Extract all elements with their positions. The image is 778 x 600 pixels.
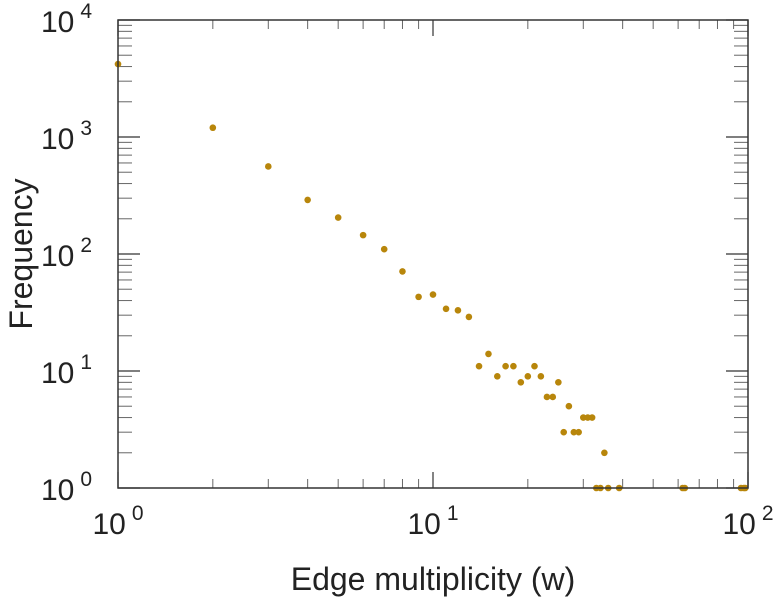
data-point xyxy=(442,305,450,313)
data-point xyxy=(555,379,562,386)
data-point xyxy=(485,350,492,358)
data-point xyxy=(502,362,509,370)
data-point xyxy=(510,362,517,370)
data-point xyxy=(549,393,557,401)
data-point xyxy=(304,196,311,204)
data-point xyxy=(209,124,217,132)
plot-frame xyxy=(117,19,749,489)
data-point xyxy=(524,373,532,380)
x-tick-labels: 10 0 10 1 10 2 xyxy=(92,502,773,541)
y-tick-label: 10 1 xyxy=(41,351,92,390)
data-point xyxy=(570,428,578,436)
major-ticks xyxy=(117,19,749,489)
data-points xyxy=(114,60,749,492)
data-point xyxy=(565,402,573,410)
data-point xyxy=(399,268,406,275)
data-point xyxy=(429,291,437,298)
data-point xyxy=(415,293,422,301)
data-point xyxy=(575,428,582,436)
data-point xyxy=(359,231,367,239)
data-point xyxy=(537,373,545,380)
data-point xyxy=(531,362,538,370)
data-point xyxy=(601,449,608,457)
data-point xyxy=(543,393,551,401)
y-axis-title: Frequency xyxy=(3,178,39,329)
data-point xyxy=(493,373,501,380)
data-point xyxy=(264,163,272,170)
x-tick-label: 10 0 xyxy=(92,502,143,541)
data-point xyxy=(454,307,462,314)
x-axis-title: Edge multiplicity (w) xyxy=(291,561,576,597)
y-tick-label: 10 4 xyxy=(41,0,92,39)
y-tick-label: 10 3 xyxy=(41,117,92,156)
data-point xyxy=(517,379,525,386)
data-point xyxy=(588,414,596,421)
minor-ticks xyxy=(118,20,748,488)
data-point xyxy=(560,428,568,436)
x-tick-label: 10 1 xyxy=(407,502,458,541)
data-point xyxy=(475,362,483,370)
y-tick-label: 10 2 xyxy=(41,234,92,273)
data-point xyxy=(334,214,342,221)
y-tick-label: 10 0 xyxy=(41,468,92,507)
data-point xyxy=(380,245,388,253)
x-tick-label: 10 2 xyxy=(722,502,773,541)
data-point xyxy=(465,313,473,321)
